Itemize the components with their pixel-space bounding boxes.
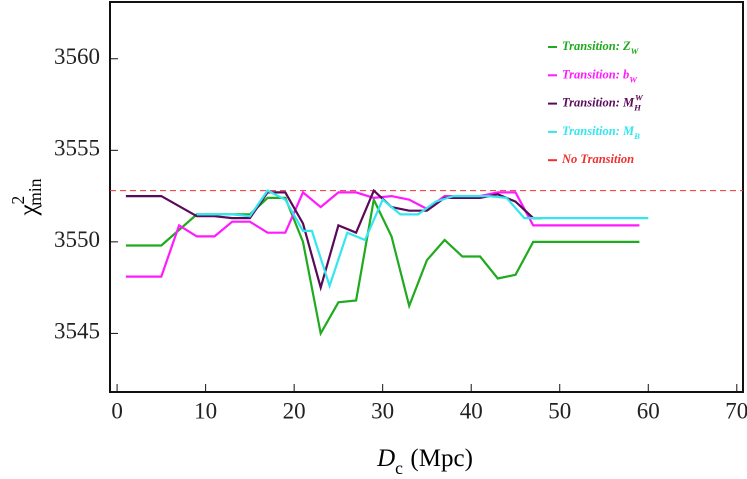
label-part: M (622, 95, 635, 109)
label-part: 2 (8, 196, 28, 205)
x-tick-label: 20 (283, 398, 306, 423)
x-tick-label: 70 (725, 398, 747, 423)
label-part: c (395, 458, 403, 474)
x-axis-label: Dc (Mpc) (376, 445, 473, 474)
x-tick-label: 40 (460, 398, 483, 423)
label-part: D (376, 445, 395, 472)
series-line (196, 189, 649, 290)
label-part: Transition: (562, 39, 623, 53)
x-tick-label: 60 (637, 398, 660, 423)
x-tick-label: 50 (548, 398, 571, 423)
y-axis-label: χ2min (8, 178, 45, 216)
label-part: b (623, 67, 629, 81)
label-part: Z (622, 39, 631, 53)
y-tick-label: 3560 (54, 44, 100, 69)
x-tick-label: 30 (371, 398, 394, 423)
label-part: M (622, 124, 635, 138)
label-part: W (635, 92, 644, 102)
legend-label: Transition: MHW (562, 92, 644, 112)
legend-label: Transition: MB (562, 124, 640, 141)
legend-label: No Transition (561, 152, 634, 166)
label-part: χ (15, 204, 42, 216)
label-part: (Mpc) (410, 445, 472, 472)
legend-label: Transition: ZW (562, 39, 640, 56)
label-part: Transition: (562, 95, 623, 109)
label-part: H (633, 103, 642, 113)
series-line (125, 190, 640, 278)
y-tick-label: 3555 (54, 136, 100, 161)
y-tick-label: 3545 (54, 319, 100, 344)
label-part: Transition: (562, 124, 623, 138)
x-tick-label: 10 (194, 398, 217, 423)
label-part: B (633, 131, 640, 141)
label-part: W (629, 74, 638, 84)
label-part: No Transition (561, 152, 634, 166)
label-part: Transition: (562, 67, 623, 81)
plot-frame (109, 1, 744, 393)
label-part: W (631, 46, 640, 56)
label-part: min (25, 178, 45, 205)
y-tick-label: 3550 (54, 227, 100, 252)
x-tick-label: 0 (111, 398, 123, 423)
legend-label: Transition: bW (562, 67, 638, 84)
